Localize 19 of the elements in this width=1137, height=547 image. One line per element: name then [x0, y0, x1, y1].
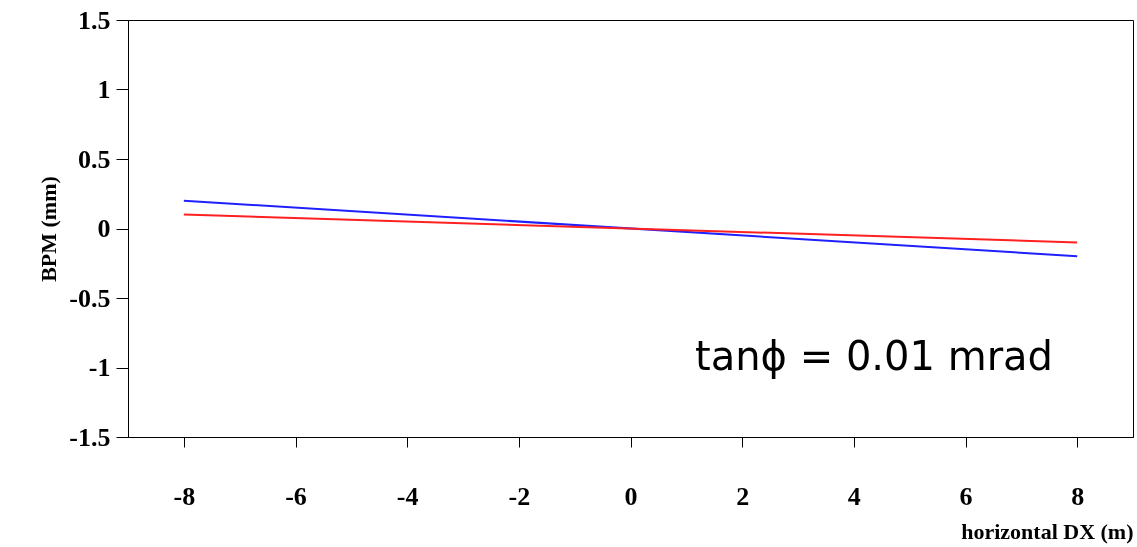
annotation: tanϕ = 0.01 mrad — [695, 333, 1053, 379]
y-tick-label: -0.5 — [69, 283, 111, 313]
x-axis-title: horizontal DX (m) — [961, 518, 1134, 544]
x-tick-label: 4 — [847, 481, 861, 511]
y-tick-label: 1.5 — [78, 5, 111, 35]
y-tick-label: 0.5 — [78, 144, 111, 174]
x-tick-label: 8 — [1071, 481, 1085, 511]
x-tick-label: -6 — [285, 481, 307, 511]
x-tick-label: 2 — [736, 481, 750, 511]
y-tick-label: -1 — [88, 353, 111, 382]
y-axis-title: BPM (mm) — [36, 176, 62, 282]
x-tick-label: -4 — [396, 481, 419, 511]
x-tick-label: 0 — [624, 481, 638, 511]
x-tick-label: -2 — [508, 481, 531, 511]
y-tick-label: 0 — [97, 214, 111, 243]
y-tick-label: 1 — [97, 75, 111, 104]
x-tick-label: 6 — [959, 481, 973, 511]
y-tick-label: -1.5 — [69, 422, 111, 452]
x-tick-label: -8 — [173, 481, 196, 511]
